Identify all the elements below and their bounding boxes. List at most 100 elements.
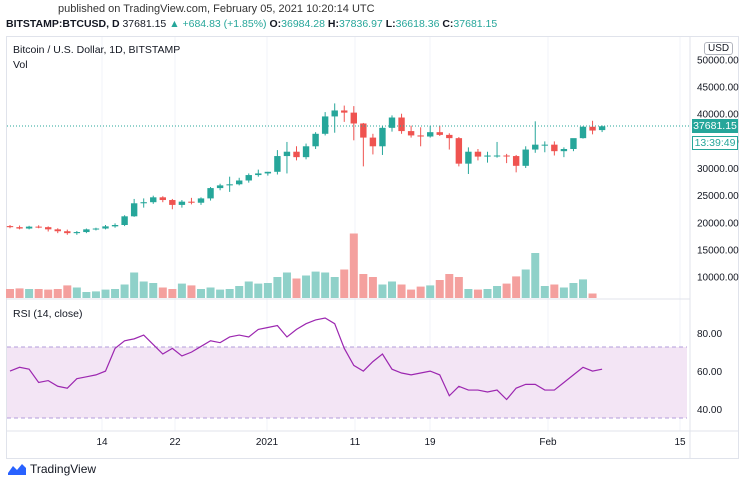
candle-body [207,188,214,199]
price-tick-label: 15000.00 [697,245,739,256]
candle-body [360,123,367,138]
candle [465,147,472,174]
candle-body [398,117,405,132]
ohlc-bar: BITSTAMP:BTCUSD, D 37681.15 ▲ +684.83 (+… [6,18,497,30]
volume-bar [263,283,272,298]
candle-body [369,137,377,147]
candle [293,146,300,161]
price-tick-label: 40000.00 [697,110,739,121]
candle-body [83,229,90,233]
rsi-tick-label: 40.00 [697,405,722,416]
candle-body [64,231,71,234]
currency-button[interactable]: USD [704,42,734,55]
volume-bars [6,233,597,298]
price-tick-label: 50000.00 [697,55,739,66]
candle [570,138,577,152]
rsi-series [9,317,603,401]
candle [541,141,548,153]
volume-bar [435,280,444,298]
candle [532,121,539,153]
candle [111,223,119,228]
candle [236,177,243,186]
candle-body [598,126,606,131]
symbol-label: BITSTAMP:BTCUSD, D [6,18,120,30]
candle [427,125,434,138]
candle-body [321,116,329,134]
volume-bar [579,279,587,298]
candle-body [446,134,453,139]
candle [436,125,443,136]
volume-bar [512,276,521,298]
volume-bar [550,284,559,298]
candle-body [283,151,291,157]
rsi-line [9,317,603,401]
candle [6,225,14,229]
chart-title: Bitcoin / U.S. Dollar, 1D, BITSTAMP [13,44,181,56]
volume-bar [187,285,196,298]
price-tick-label: 20000.00 [697,218,739,229]
candle-body [140,202,147,204]
candle-body [130,203,138,217]
x-tick-label: 19 [424,437,436,448]
volume-bar [302,275,311,298]
volume-bar [25,289,34,298]
published-note: published on TradingView.com, February 0… [58,3,375,15]
logo-text: TradingView [30,462,97,476]
low-label: L: [385,18,396,30]
candle [551,141,558,156]
price-tick-label: 25000.00 [697,191,739,202]
candle-body [159,197,166,201]
candle [312,132,319,149]
candle [121,215,128,227]
candle [54,228,61,234]
tradingview-logo-icon [8,464,26,475]
candle-body [455,138,463,164]
open-value: 36984.28 [281,18,325,30]
volume-bar [445,274,454,298]
volume-bar [292,278,301,298]
volume-bar [15,288,24,298]
candle-body [427,132,434,137]
candle [150,195,157,204]
candle-body [388,117,396,128]
candle-body [255,173,262,176]
volume-bar [483,289,492,298]
candle-body [245,175,252,181]
volume-bar [149,283,158,298]
volume-bar [6,289,14,298]
volume-bar [244,281,253,298]
candle [369,133,377,155]
candle [484,151,491,163]
candle [407,125,415,138]
candle-body [379,127,386,147]
volume-bar [82,292,91,298]
candle [446,133,453,150]
volume-bar [273,277,282,298]
candle-body [551,144,558,152]
candle [331,103,338,133]
candle-body [522,149,529,166]
volume-bar [531,253,540,298]
candle [16,225,23,230]
candle [598,125,606,133]
candle [302,143,310,160]
tradingview-logo[interactable]: TradingView [8,462,96,476]
volume-bar [493,286,502,298]
volume-bar [359,274,368,298]
volume-bar [588,293,597,298]
volume-bar [311,271,320,298]
candle [92,227,100,231]
candle-body [417,135,424,137]
candle-body [25,226,33,229]
candle-body [102,226,109,229]
candle-body [341,110,348,113]
volume-bar [426,285,435,298]
volume-bar [502,283,511,298]
candle-body [236,180,243,185]
change-value: ▲ +684.83 (+1.85%) [169,18,267,30]
chart-frame [6,36,739,459]
x-tick-label: 11 [350,437,361,448]
candle [512,154,520,173]
x-tick-label: 15 [674,437,686,448]
